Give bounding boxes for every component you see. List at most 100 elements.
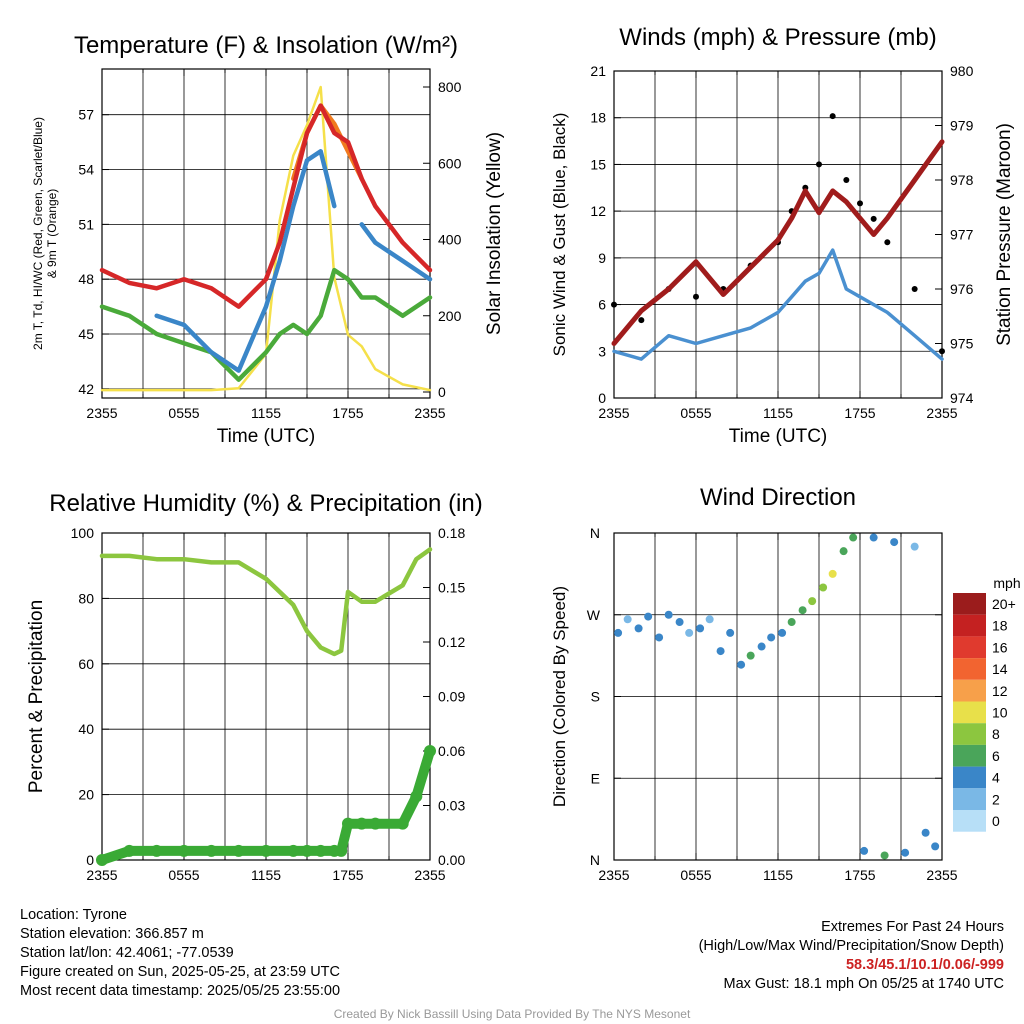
temp-ytick-label-left: 48 (78, 271, 94, 287)
temp-ytick-label-right: 200 (438, 308, 462, 324)
wind-gust-point (829, 113, 836, 120)
dir-point (869, 533, 878, 542)
dir-point (767, 633, 776, 642)
temp-xtick-label: 0555 (168, 405, 199, 421)
legend-label: 6 (992, 748, 1000, 764)
legend-label: 4 (992, 770, 1000, 786)
legend-label: 16 (992, 639, 1008, 655)
credit-line: Created By Nick Bassill Using Data Provi… (333, 1007, 691, 1021)
wind-gust-point (911, 286, 918, 292)
temp-series-4-line (100, 85, 432, 392)
legend-swatch (953, 744, 986, 767)
dir-point (675, 618, 684, 627)
wind-gust-point (884, 239, 891, 246)
wind-gust-point (843, 177, 850, 183)
dir-point (808, 597, 817, 606)
temp-series-2-line (99, 267, 433, 382)
wind-xlabel: Time (UTC) (729, 426, 828, 447)
rh-title: Relative Humidity (%) & Precipitation (i… (49, 490, 482, 517)
rh-ytick-label-right: 0.09 (438, 689, 465, 705)
legend-label: 0 (992, 813, 1000, 829)
temp-xtick-label: 1155 (251, 405, 281, 421)
dir-point (798, 606, 807, 615)
rh-ytick-label-left: 100 (71, 525, 95, 541)
legend-swatch (953, 701, 986, 724)
dir-point (890, 538, 899, 547)
legend-label: 18 (992, 618, 1008, 634)
dir-point (757, 642, 766, 651)
wind-sonic-line (612, 248, 944, 361)
temp-ylabel-line2: & 9m T (Orange) (45, 189, 59, 279)
wind-ytick-label-left: 6 (598, 297, 606, 313)
wind-ytick-label-right: 976 (950, 281, 974, 297)
dir-point (726, 628, 735, 637)
rh-xtick-label: 2355 (414, 867, 445, 883)
temp-ylabel-right: Solar Insolation (Yellow) (484, 132, 505, 335)
dir-ytick-label: N (590, 525, 600, 541)
dir-point (910, 542, 919, 551)
dir-point (819, 583, 828, 592)
dir-point (634, 624, 643, 633)
dir-point (696, 624, 705, 633)
dir-xtick-label: 1755 (844, 867, 875, 883)
dir-point (787, 618, 796, 627)
legend-label: 12 (992, 683, 1008, 699)
legend-swatch (953, 658, 986, 680)
dir-point (828, 569, 837, 578)
wind-ytick-label-left: 9 (598, 250, 606, 266)
temp-xtick-label: 2355 (414, 405, 445, 421)
extremes-info: Extremes For Past 24 Hours (High/Low/Max… (699, 918, 1004, 994)
dir-point (839, 547, 848, 556)
rh-xtick-label: 0555 (168, 867, 199, 883)
wind-xtick-label: 1155 (763, 405, 793, 421)
wind-ytick-label-left: 21 (590, 63, 606, 79)
temp-ytick-label-right: 400 (438, 232, 462, 248)
temp-ytick-label-left: 42 (78, 381, 94, 397)
dir-xtick-label: 0555 (680, 867, 711, 883)
station-info: Location: Tyrone Station elevation: 366.… (20, 906, 340, 1001)
temp-xtick-label: 1755 (332, 405, 363, 421)
dir-ytick-label: W (587, 607, 601, 623)
temp-title: Temperature (F) & Insolation (W/m²) (74, 32, 458, 59)
dir-xtick-label: 2355 (598, 867, 629, 883)
wind-gust-point (638, 317, 645, 324)
wind-gust-point (857, 200, 863, 207)
legend-swatch (953, 766, 986, 789)
rh-ytick-label-right: 0.06 (438, 743, 465, 759)
legend-swatch (953, 788, 986, 810)
wind-ytick-label-right: 979 (950, 118, 974, 134)
temp-xtick-label: 2355 (86, 405, 117, 421)
dir-ytick-label: S (591, 689, 600, 705)
dir-point (655, 633, 664, 642)
dir-point (644, 612, 653, 621)
wind-ytick-label-left: 0 (598, 390, 606, 406)
wind-ytick-label-left: 3 (598, 343, 606, 359)
dir-point (614, 628, 623, 637)
wind-ytick-label-right: 975 (950, 336, 974, 352)
wind-gust-point (939, 348, 945, 355)
station-latlon: Station lat/lon: 42.4061; -77.0539 (20, 945, 234, 961)
dir-point (901, 848, 910, 857)
rh-ytick-label-left: 40 (78, 721, 94, 737)
max-gust: Max Gust: 18.1 mph On 05/25 at 1740 UTC (723, 976, 1004, 992)
wind-gust-point (870, 215, 877, 222)
wind-ylabel: Sonic Wind & Gust (Blue, Black) (550, 113, 569, 357)
figure-created: Figure created on Sun, 2025-05-25, at 23… (20, 964, 340, 980)
dir-point (705, 615, 714, 624)
dir-point (623, 615, 632, 624)
extremes-values: 58.3/45.1/10.1/0.06/-999 (845, 957, 1004, 973)
dir-point (931, 842, 940, 851)
wind-ytick-label-left: 18 (590, 110, 606, 126)
temp-series-1-line-seg-1 (154, 149, 337, 373)
wind-xtick-label: 2355 (598, 405, 629, 421)
rh-ytick-label-right: 0.00 (438, 852, 465, 868)
rh-xtick-label: 1155 (251, 867, 281, 883)
wind-ylabel-right: Station Pressure (Maroon) (994, 123, 1015, 346)
dir-point (716, 647, 725, 656)
temp-series-1-line-seg-2 (359, 222, 433, 282)
station-elevation: Station elevation: 366.857 m (20, 926, 204, 942)
rh-ytick-label-right: 0.15 (438, 580, 465, 596)
rh-humidity-line (99, 547, 433, 657)
temp-ytick-label-left: 51 (78, 216, 94, 232)
rh-ytick-label-left: 0 (86, 852, 94, 868)
